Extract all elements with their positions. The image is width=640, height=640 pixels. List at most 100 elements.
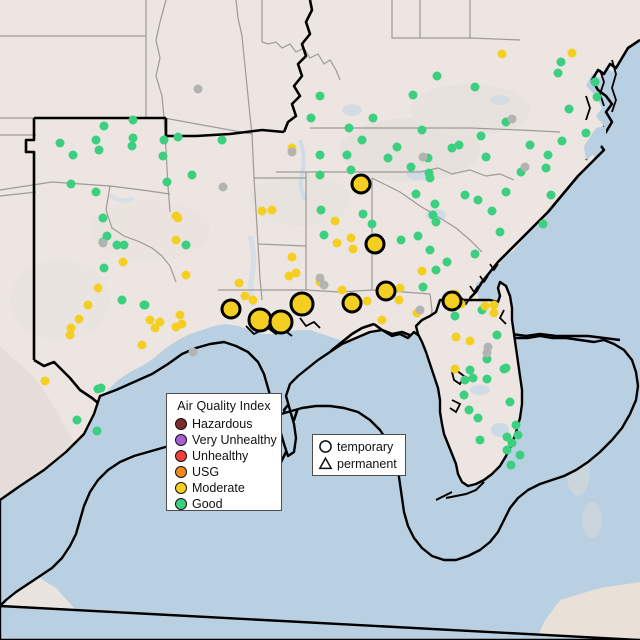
aqi-site-marker[interactable]: [468, 373, 478, 383]
aqi-site-marker[interactable]: [117, 295, 127, 305]
aqi-site-marker[interactable]: [430, 199, 440, 209]
aqi-site-marker[interactable]: [516, 167, 526, 177]
aqi-site-marker[interactable]: [501, 117, 511, 127]
aqi-site-marker[interactable]: [240, 291, 250, 301]
aqi-site-marker[interactable]: [480, 301, 490, 311]
aqi-site-marker[interactable]: [470, 82, 480, 92]
aqi-site-marker[interactable]: [93, 283, 103, 293]
aqi-site-marker[interactable]: [66, 323, 76, 333]
aqi-site-marker[interactable]: [139, 300, 149, 310]
aqi-site-marker[interactable]: [346, 233, 356, 243]
legend-item-hazardous[interactable]: Hazardous: [175, 416, 273, 432]
aqi-site-marker[interactable]: [415, 305, 425, 315]
aqi-site-marker[interactable]: [592, 92, 602, 102]
aqi-site-marker[interactable]: [193, 84, 203, 94]
aqi-site-marker[interactable]: [99, 121, 109, 131]
aqi-site-marker[interactable]: [173, 213, 183, 223]
aqi-site-marker[interactable]: [171, 235, 181, 245]
aqi-site-marker[interactable]: [127, 141, 137, 151]
aqi-site-marker[interactable]: [377, 315, 387, 325]
aqi-site-marker[interactable]: [424, 168, 434, 178]
aqi-site-marker[interactable]: [188, 347, 198, 357]
aqi-site-marker[interactable]: [511, 420, 521, 430]
aqi-site-marker[interactable]: [464, 405, 474, 415]
aqi-site-marker[interactable]: [284, 271, 294, 281]
aqi-site-marker[interactable]: [450, 364, 460, 374]
aqi-site-marker[interactable]: [145, 315, 155, 325]
aqi-site-marker[interactable]: [473, 413, 483, 423]
aqi-site-marker[interactable]: [315, 91, 325, 101]
aqi-site-marker[interactable]: [315, 150, 325, 160]
aqi-site-marker[interactable]: [83, 300, 93, 310]
legend-item-very-unhealthy[interactable]: Very Unhealthy: [175, 432, 277, 448]
aqi-site-marker[interactable]: [513, 430, 523, 440]
aqi-site-marker[interactable]: [342, 150, 352, 160]
aqi-site-marker[interactable]: [515, 450, 525, 460]
aqi-site-marker[interactable]: [257, 206, 267, 216]
aqi-site-marker[interactable]: [418, 152, 428, 162]
aqi-site-marker[interactable]: [367, 219, 377, 229]
aqi-site-marker[interactable]: [159, 135, 169, 145]
aqi-site-marker[interactable]: [350, 173, 372, 195]
site-type-item-permanent[interactable]: permanent: [318, 455, 400, 472]
aqi-site-marker[interactable]: [234, 278, 244, 288]
aqi-site-marker[interactable]: [112, 240, 122, 250]
aqi-site-marker[interactable]: [319, 230, 329, 240]
aqi-site-marker[interactable]: [556, 57, 566, 67]
aqi-site-marker[interactable]: [181, 240, 191, 250]
aqi-site-marker[interactable]: [454, 140, 464, 150]
aqi-site-marker[interactable]: [162, 177, 172, 187]
aqi-site-marker[interactable]: [417, 125, 427, 135]
legend-item-good[interactable]: Good: [175, 496, 273, 512]
aqi-site-marker[interactable]: [394, 295, 404, 305]
aqi-site-marker[interactable]: [505, 397, 515, 407]
aqi-site-marker[interactable]: [557, 136, 567, 146]
aqi-site-marker[interactable]: [506, 460, 516, 470]
aqi-site-marker[interactable]: [406, 162, 416, 172]
aqi-site-marker[interactable]: [431, 265, 441, 275]
aqi-site-marker[interactable]: [564, 104, 574, 114]
aqi-site-marker[interactable]: [91, 135, 101, 145]
aqi-site-marker[interactable]: [128, 115, 138, 125]
aqi-site-marker[interactable]: [481, 152, 491, 162]
aqi-site-marker[interactable]: [315, 273, 325, 283]
aqi-site-marker[interactable]: [489, 300, 499, 310]
aqi-site-marker[interactable]: [495, 227, 505, 237]
aqi-site-marker[interactable]: [158, 151, 168, 161]
aqi-site-marker[interactable]: [72, 415, 82, 425]
legend-item-moderate[interactable]: Moderate: [175, 480, 273, 496]
aqi-site-marker[interactable]: [396, 235, 406, 245]
aqi-site-marker[interactable]: [96, 383, 106, 393]
aqi-site-marker[interactable]: [332, 238, 342, 248]
aqi-site-marker[interactable]: [99, 263, 109, 273]
aqi-site-marker[interactable]: [581, 128, 591, 138]
aqi-site-marker[interactable]: [341, 292, 363, 314]
aqi-site-marker[interactable]: [364, 233, 386, 255]
aqi-site-marker[interactable]: [357, 135, 367, 145]
aqi-site-marker[interactable]: [344, 123, 354, 133]
aqi-site-marker[interactable]: [119, 240, 129, 250]
aqi-site-marker[interactable]: [128, 133, 138, 143]
aqi-site-marker[interactable]: [173, 132, 183, 142]
aqi-site-marker[interactable]: [497, 49, 507, 59]
aqi-site-marker[interactable]: [150, 323, 160, 333]
aqi-site-marker[interactable]: [432, 71, 442, 81]
aqi-site-marker[interactable]: [487, 206, 497, 216]
aqi-site-marker[interactable]: [362, 296, 372, 306]
aqi-site-marker[interactable]: [383, 153, 393, 163]
aqi-site-marker[interactable]: [492, 330, 502, 340]
aqi-site-marker[interactable]: [155, 317, 165, 327]
aqi-site-marker[interactable]: [451, 332, 461, 342]
aqi-site-marker[interactable]: [137, 340, 147, 350]
aqi-site-marker[interactable]: [428, 210, 438, 220]
aqi-site-marker[interactable]: [507, 114, 517, 124]
aqi-site-marker[interactable]: [220, 298, 242, 320]
aqi-site-marker[interactable]: [489, 308, 499, 318]
aqi-site-marker[interactable]: [447, 143, 457, 153]
aqi-site-marker[interactable]: [590, 77, 600, 87]
legend-item-usg[interactable]: USG: [175, 464, 273, 480]
aqi-site-marker[interactable]: [68, 150, 78, 160]
aqi-site-marker[interactable]: [473, 195, 483, 205]
aqi-site-marker[interactable]: [91, 187, 101, 197]
aqi-site-marker[interactable]: [316, 205, 326, 215]
